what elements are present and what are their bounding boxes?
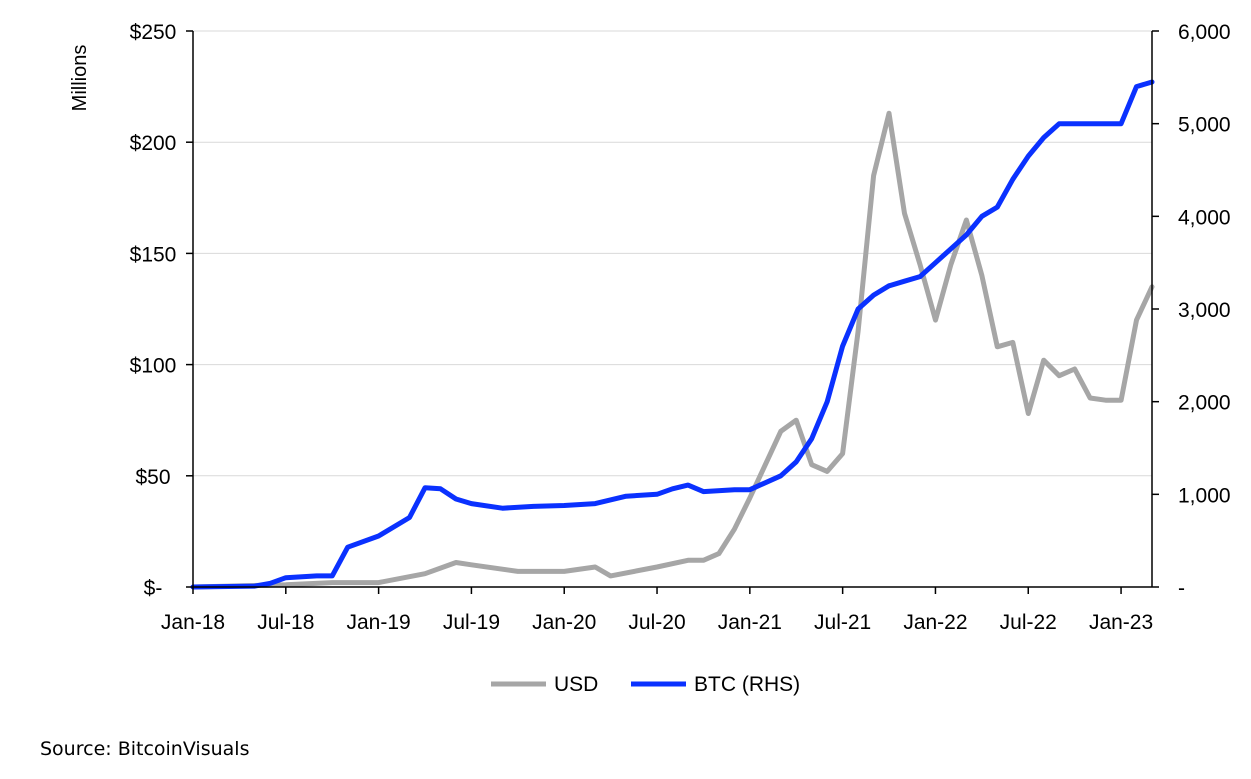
y-right-tick-label: 5,000 (1178, 114, 1231, 137)
x-tick-label: Jul-20 (628, 611, 685, 634)
y-right-tick-label: 4,000 (1178, 206, 1231, 229)
gridlines (193, 30, 1152, 588)
x-tick-label: Jul-22 (1000, 611, 1057, 634)
y-right-tick-label: - (1178, 577, 1185, 600)
x-tick-label: Jan-20 (532, 611, 596, 634)
x-tick-label: Jan-21 (718, 611, 782, 634)
y-left-tick-label: $200 (130, 132, 177, 155)
x-tick-label: Jul-21 (814, 611, 871, 634)
y-left-tick-label: $250 (130, 21, 177, 44)
x-tick-label: Jan-19 (347, 611, 411, 634)
series-line-usd (190, 110, 1155, 590)
y-left-tick-label: $50 (135, 466, 170, 489)
series-layer (190, 79, 1155, 590)
legend-label-usd: USD (554, 673, 598, 696)
y-right-tick-label: 2,000 (1178, 392, 1231, 415)
y-right-tick-label: 3,000 (1178, 299, 1231, 322)
y-left-tick-label: $- (144, 577, 163, 600)
y-right-tick-label: 1,000 (1178, 484, 1231, 507)
x-tick-label: Jan-18 (161, 611, 225, 634)
tick-labels: $- $50 $100 $150 $200 $250 - 1,000 2,000 3,000 4,0… (130, 21, 1231, 634)
y-right-tick-label: 6,000 (1178, 21, 1231, 44)
legend: USD BTC (RHS) (491, 673, 800, 696)
axes (186, 30, 1159, 594)
legend-label-btc: BTC (RHS) (694, 673, 800, 696)
x-tick-label: Jan-22 (903, 611, 967, 634)
x-tick-label: Jul-18 (257, 611, 314, 634)
series-line-btc-rhs (190, 79, 1155, 590)
y-left-tick-label: $100 (130, 355, 177, 378)
x-tick-label: Jan-23 (1089, 611, 1153, 634)
y-left-tick-label: $150 (130, 243, 177, 266)
x-tick-label: Jul-19 (443, 611, 500, 634)
source-note: Source: BitcoinVisuals (40, 738, 250, 760)
y-axis-title: Millions (69, 45, 91, 112)
